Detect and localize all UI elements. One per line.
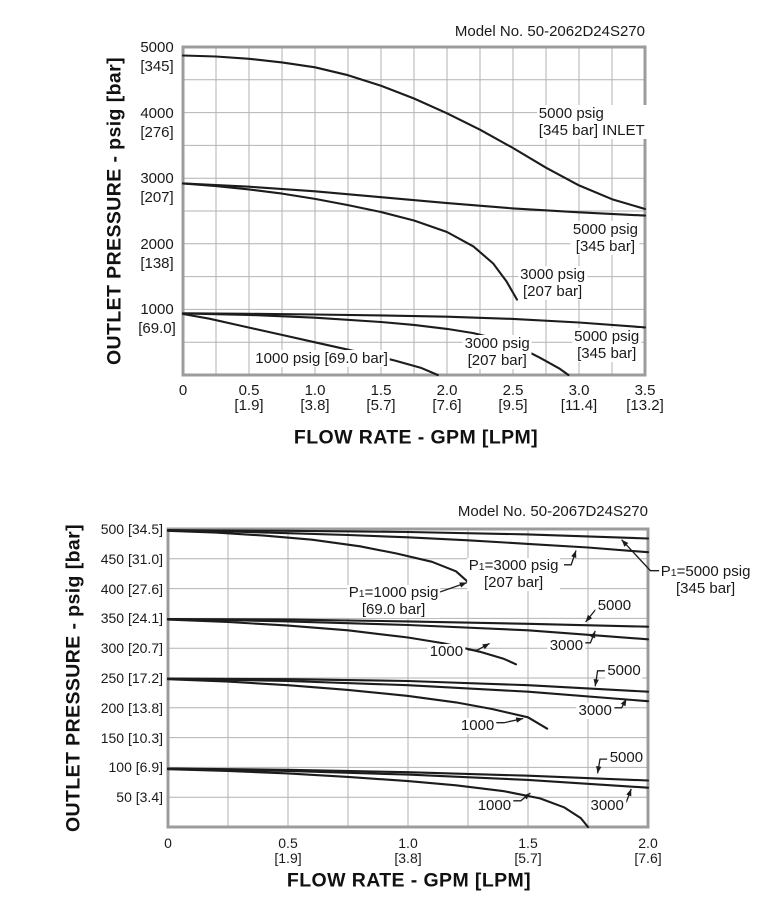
leader-line	[594, 670, 605, 687]
y-tick-label: 500 [34.5]	[100, 521, 163, 537]
curve-label: 1000	[475, 797, 514, 815]
x-tick-label: 0	[178, 382, 188, 399]
curve-label: 5000	[607, 748, 646, 766]
leader-arrowhead	[515, 717, 524, 723]
x-tick-label: 1.5 [5.7]	[514, 835, 542, 866]
curve-set-250-inlet-5000	[166, 677, 650, 693]
y-tick-label: 300 [20.7]	[100, 640, 163, 657]
curve-label: 5000 psig [345 bar] INLET	[536, 104, 647, 139]
curve-label: 5000	[595, 596, 634, 614]
x-tick-label: 2.5 [9.5]	[498, 382, 528, 414]
curve-label: P1=5000 psig [345 bar]	[658, 563, 753, 598]
y-tick-label: 5000 [345]	[140, 39, 174, 75]
y-tick-label: 50 [3.4]	[116, 789, 163, 806]
curve-label: 5000 psig [345 bar]	[572, 327, 642, 362]
model-number-top: Model No. 50-2062D24S270	[454, 23, 645, 40]
curve-label: 1000	[458, 717, 497, 735]
y-tick-label: 4000 [276]	[140, 104, 174, 141]
curve-set-100-inlet-3000	[166, 767, 650, 789]
y-tick-label: 400 [27.6]	[100, 580, 163, 597]
x-tick-label: 0.5 [1.9]	[234, 382, 264, 414]
curve-outlet-1000-inlet-3000	[181, 312, 570, 377]
leader-arrowhead	[621, 539, 629, 547]
x-tick-label: 2.0 [7.6]	[432, 382, 462, 414]
x-tick-label: 1.0 [3.8]	[300, 382, 330, 414]
curve-label: 3000 psig [207 bar]	[462, 335, 532, 370]
curve-set-500-inlet-5000	[166, 529, 650, 540]
curve-outlet-1000-inlet-5000	[181, 312, 647, 329]
leader-arrowhead	[626, 788, 632, 797]
curve-outlet-3000-inlet-5000	[181, 182, 647, 217]
leader-arrowhead	[523, 793, 531, 800]
x-tick-label: 3.5 [13.2]	[626, 382, 664, 414]
y-tick-label: 200 [13.8]	[100, 699, 163, 716]
x-tick-label: 2.0 [7.6]	[634, 835, 662, 866]
y-tick-label: 350 [24.1]	[100, 610, 163, 627]
model-number-bottom: Model No. 50-2067D24S270	[457, 503, 648, 520]
x-tick-label: 1.5 [5.7]	[366, 382, 396, 414]
curve-set-100-inlet-1000	[166, 768, 590, 829]
curve-label: 3000	[588, 797, 626, 815]
curve-label: 1000 psig [69.0 bar]	[253, 350, 390, 368]
curve-set-250-inlet-1000	[166, 678, 549, 730]
plot-frame	[181, 45, 647, 377]
leader-arrowhead	[585, 614, 593, 622]
leader-arrowhead	[571, 550, 577, 558]
curve-set-350-inlet-5000	[166, 617, 650, 628]
curve-label: 5000	[605, 661, 643, 679]
leader-line	[596, 758, 608, 774]
curve-label: 3000	[547, 636, 586, 654]
x-axis-title-top: FLOW RATE - GPM [LPM]	[293, 426, 539, 449]
leader-arrowhead	[459, 582, 467, 588]
curve-set-500-inlet-1000	[166, 529, 470, 584]
leader-arrowhead	[482, 643, 490, 650]
y-tick-label: 2000 [138]	[140, 235, 174, 272]
x-tick-label: 0	[164, 835, 172, 851]
curve-outlet-5000-inlet-5000	[181, 54, 647, 211]
leader-arrowhead	[620, 698, 627, 707]
curve-label: 1000	[427, 642, 466, 660]
curve-outlet-1000-inlet-1000	[181, 312, 439, 377]
y-tick-label: 450 [31.0]	[100, 550, 163, 567]
leader-arrowhead	[593, 679, 599, 687]
chart-canvas-bottom	[166, 527, 660, 829]
curve-set-350-inlet-3000	[166, 617, 650, 641]
leader-line	[621, 539, 660, 572]
x-tick-label: 0.5 [1.9]	[274, 835, 302, 866]
x-axis-title-bottom: FLOW RATE - GPM [LPM]	[286, 869, 532, 892]
curve-label: 5000 psig [345 bar]	[570, 220, 640, 255]
y-tick-label: 1000 [69.0]	[138, 301, 176, 338]
curve-label: 3000 psig [207 bar]	[518, 265, 588, 300]
curve-set-350-inlet-1000	[166, 618, 518, 666]
leader-arrowhead	[596, 766, 602, 774]
curve-outlet-3000-inlet-3000	[181, 182, 519, 301]
curve-label: P1=3000 psig [207 bar]	[466, 557, 561, 592]
curve-set-500-inlet-3000	[166, 529, 650, 554]
y-tick-label: 3000 [207]	[140, 170, 174, 207]
x-tick-label: 1.0 [3.8]	[394, 835, 422, 866]
chart-canvas-top	[181, 45, 647, 377]
y-tick-label: 250 [17.2]	[100, 670, 163, 686]
curve-set-250-inlet-3000	[166, 677, 650, 703]
y-tick-label: 150 [10.3]	[100, 729, 163, 746]
leader-arrowhead	[590, 630, 596, 639]
x-tick-label: 3.0 [11.4]	[560, 382, 598, 414]
curve-label: P1=1000 psig [69.0 bar]	[346, 584, 441, 619]
y-tick-label: 100 [6.9]	[108, 759, 164, 776]
curve-label: 3000	[576, 701, 614, 719]
